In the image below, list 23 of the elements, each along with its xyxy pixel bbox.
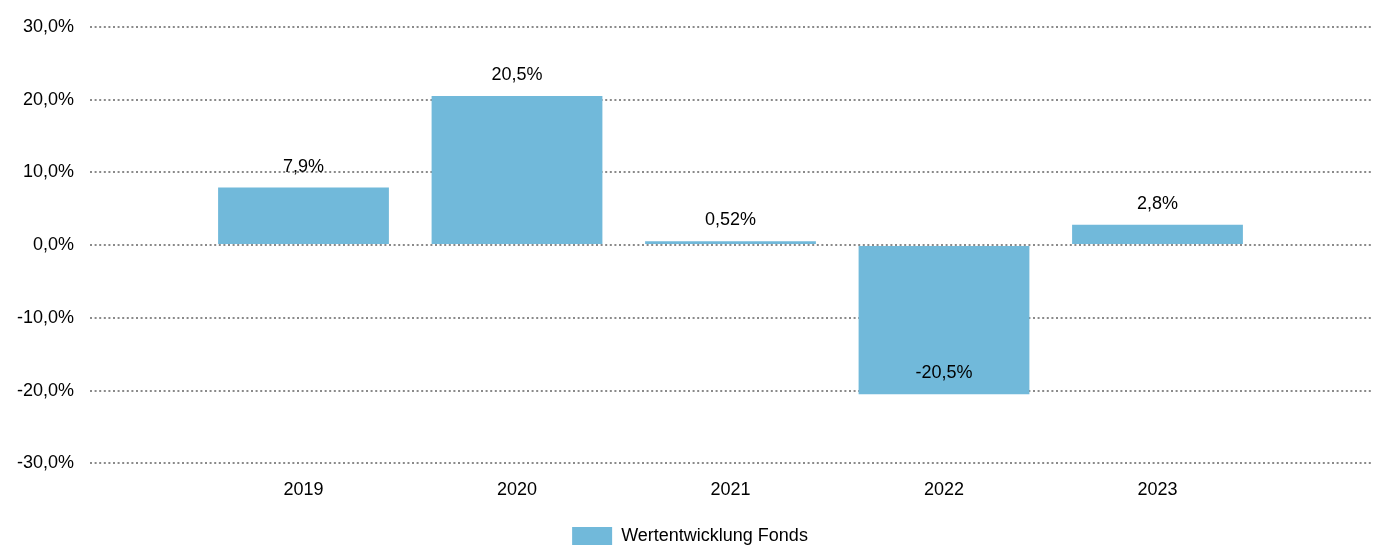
bar: [431, 95, 603, 245]
y-tick-label: -10,0%: [16, 306, 74, 327]
y-tick-label: 10,0%: [22, 161, 74, 182]
y-tick-label: 0,0%: [32, 234, 74, 255]
bar: [218, 187, 389, 245]
y-tick-label: 20,0%: [22, 88, 74, 109]
y-tick-label: -30,0%: [16, 452, 74, 473]
data-label: -20,5%: [915, 362, 973, 383]
bar: [1072, 224, 1243, 245]
y-tick-label: 30,0%: [22, 15, 74, 36]
x-tick-label: 2019: [283, 479, 324, 500]
legend-label: Wertentwicklung Fonds: [621, 524, 808, 545]
data-label: 2,8%: [1136, 192, 1179, 213]
x-tick-label: 2023: [1137, 479, 1178, 500]
x-tick-label: 2022: [923, 479, 965, 500]
data-label: 0,52%: [704, 209, 757, 230]
bar: [858, 246, 1030, 395]
data-label: 20,5%: [491, 63, 543, 84]
x-tick-label: 2021: [710, 479, 751, 500]
y-tick-label: -20,0%: [16, 379, 74, 400]
bar: [645, 241, 816, 245]
data-label: 7,9%: [282, 155, 325, 176]
x-tick-label: 2020: [496, 479, 538, 500]
